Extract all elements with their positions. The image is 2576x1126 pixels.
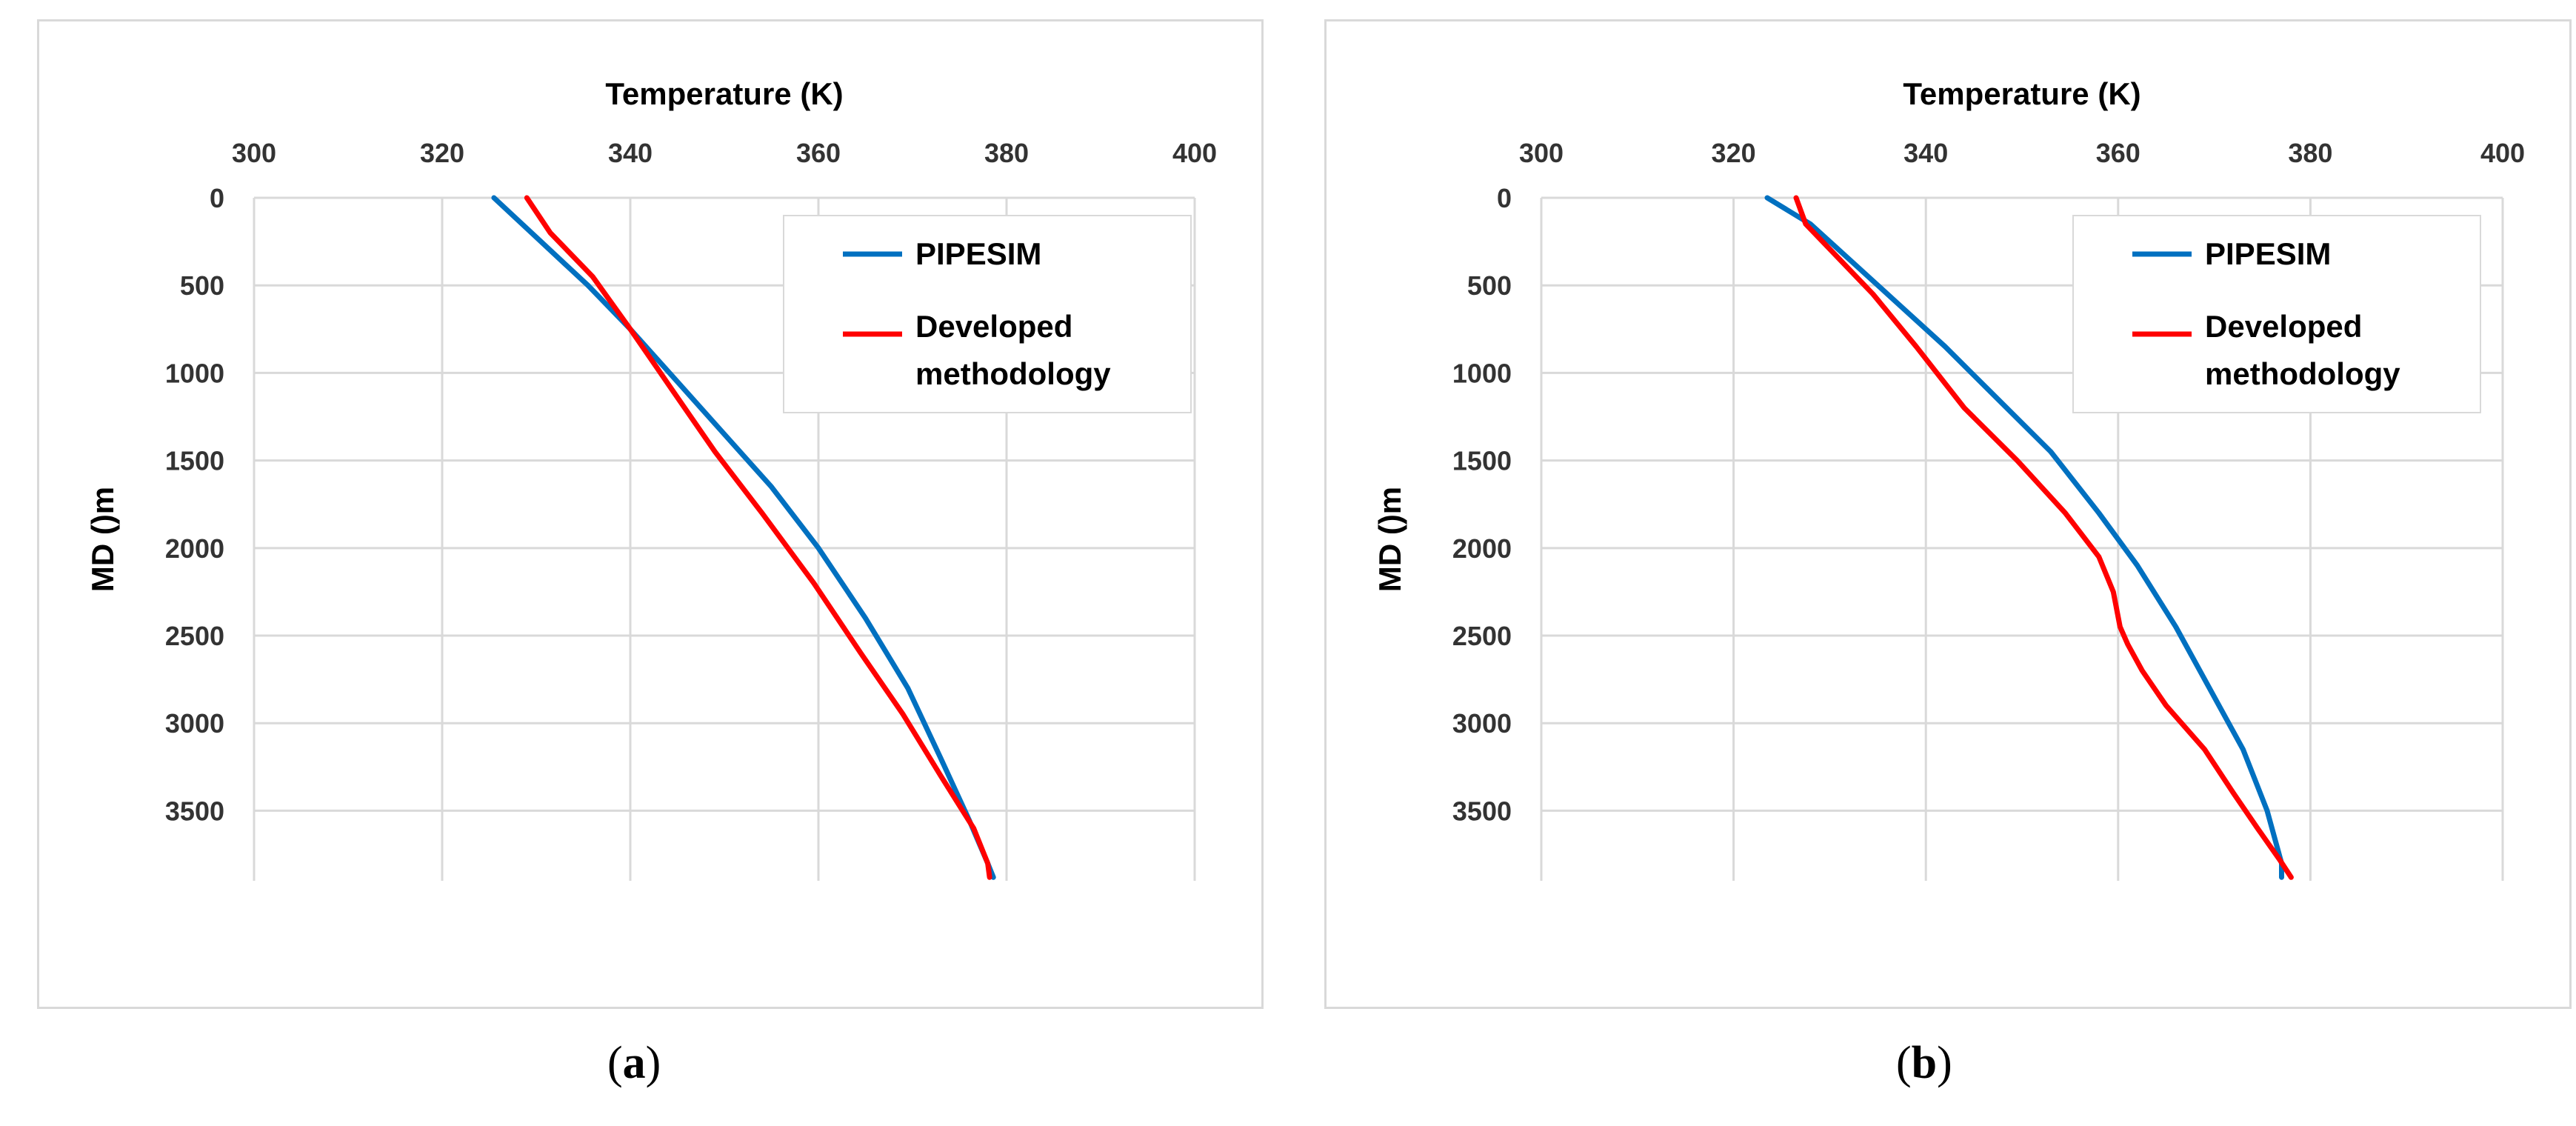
chart-b-series-pipesim-line: [1764, 195, 2284, 880]
chart-a-legend-label-developed-methodology: Developed methodology: [915, 309, 1111, 391]
caption-b-letter: b: [1911, 1038, 1938, 1088]
caption-b-close: ): [1937, 1038, 1952, 1088]
caption-b: (b): [1896, 1037, 1952, 1090]
chart-b-y-tick-label: 0: [1497, 183, 1512, 213]
chart-a-y-tick-label: 3000: [165, 708, 224, 739]
chart-panel-a: 300 320 340 360 380 400 0 500 1000 1500 2000 2500 30…: [37, 19, 1264, 1009]
chart-a-y-tick-label: 2500: [165, 621, 224, 651]
chart-a-legend-box: [783, 215, 1192, 413]
chart-b-y-axis-title: MD ()m: [1372, 487, 1407, 592]
chart-b-y-tick-label: 1000: [1452, 358, 1512, 388]
chart-b-y-tick-label: 2000: [1452, 533, 1512, 564]
chart-a-series-developed-methodology-line: [524, 195, 992, 880]
chart-b-y-tick-label: 1500: [1452, 446, 1512, 476]
chart-b-x-tick-label: 400: [2480, 138, 2525, 168]
caption-a-letter: a: [622, 1038, 646, 1088]
chart-b-svg: 300 320 340 360 380 400 0 500 1000 1500 2000 2500 30…: [1372, 76, 2525, 881]
chart-a-y-tick-label: 2000: [165, 533, 224, 564]
chart-b-x-tick-label: 360: [2096, 138, 2140, 168]
chart-a-y-tick-label: 3500: [165, 796, 224, 826]
chart-a-x-tick-label: 340: [608, 138, 653, 168]
chart-b-y-tick-label: 3000: [1452, 708, 1512, 739]
chart-a-y-tick-label: 0: [210, 183, 224, 213]
chart-a-x-axis-title: Temperature (K): [605, 76, 843, 111]
caption-a: (a): [607, 1037, 661, 1090]
caption-a-close: ): [645, 1038, 661, 1088]
chart-b-x-tick-label: 380: [2288, 138, 2332, 168]
chart-a-x-tick-label: 320: [420, 138, 464, 168]
chart-a-y-tick-label: 1000: [165, 358, 224, 388]
chart-a-legend-label-pipesim: PIPESIM: [915, 236, 1041, 271]
chart-a-x-tick-label: 400: [1172, 138, 1217, 168]
chart-b-x-axis-title: Temperature (K): [1903, 76, 2140, 111]
chart-a-x-tick-label: 360: [796, 138, 841, 168]
chart-a-svg: 300 320 340 360 380 400 0 500 1000 1500 2000 2500 30…: [85, 76, 1217, 881]
caption-a-open: (: [607, 1038, 623, 1088]
chart-a-y-axis-title: MD ()m: [85, 487, 120, 592]
chart-a-x-tick-label: 300: [232, 138, 276, 168]
chart-a-y-tick-label: 500: [180, 270, 224, 301]
chart-panel-b: 300 320 340 360 380 400 0 500 1000 1500 2000 2500 30…: [1324, 19, 2572, 1009]
caption-b-open: (: [1896, 1038, 1912, 1088]
chart-b-y-tick-label: 3500: [1452, 796, 1512, 826]
chart-b-y-tick-label: 500: [1467, 270, 1512, 301]
chart-b-x-tick-label: 340: [1903, 138, 1948, 168]
chart-b-series-developed-methodology-line: [1793, 195, 2294, 880]
chart-b-x-tick-label: 300: [1519, 138, 1564, 168]
chart-b-legend-box: [2072, 215, 2481, 413]
chart-b-y-tick-label: 2500: [1452, 621, 1512, 651]
chart-a-x-tick-label: 380: [984, 138, 1029, 168]
chart-b-legend-label-pipesim: PIPESIM: [2205, 236, 2331, 271]
chart-a-y-tick-label: 1500: [165, 446, 224, 476]
chart-b-x-tick-label: 320: [1712, 138, 1756, 168]
chart-b-legend-label-developed-methodology: Developed methodology: [2205, 309, 2400, 391]
